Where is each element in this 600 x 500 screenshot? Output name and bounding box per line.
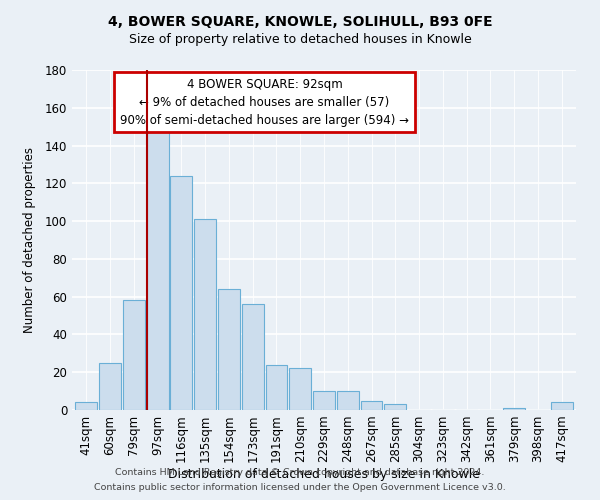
Bar bbox=[146, 130, 169, 410]
Bar bbox=[170, 176, 192, 410]
Bar bbox=[385, 404, 406, 410]
Text: Contains public sector information licensed under the Open Government Licence v3: Contains public sector information licen… bbox=[94, 483, 506, 492]
Text: 4 BOWER SQUARE: 92sqm
← 9% of detached houses are smaller (57)
90% of semi-detac: 4 BOWER SQUARE: 92sqm ← 9% of detached h… bbox=[120, 78, 409, 126]
Y-axis label: Number of detached properties: Number of detached properties bbox=[23, 147, 37, 333]
Text: Contains HM Land Registry data © Crown copyright and database right 2024.: Contains HM Land Registry data © Crown c… bbox=[115, 468, 485, 477]
Bar bbox=[218, 289, 240, 410]
Bar bbox=[76, 402, 97, 410]
Bar bbox=[313, 391, 335, 410]
Bar bbox=[194, 219, 216, 410]
Bar bbox=[361, 400, 382, 410]
Bar bbox=[242, 304, 263, 410]
Bar bbox=[99, 363, 121, 410]
Text: Size of property relative to detached houses in Knowle: Size of property relative to detached ho… bbox=[128, 32, 472, 46]
Bar bbox=[503, 408, 525, 410]
Bar bbox=[266, 364, 287, 410]
X-axis label: Distribution of detached houses by size in Knowle: Distribution of detached houses by size … bbox=[168, 468, 480, 481]
Bar bbox=[337, 391, 359, 410]
Bar bbox=[551, 402, 572, 410]
Bar bbox=[123, 300, 145, 410]
Bar bbox=[289, 368, 311, 410]
Text: 4, BOWER SQUARE, KNOWLE, SOLIHULL, B93 0FE: 4, BOWER SQUARE, KNOWLE, SOLIHULL, B93 0… bbox=[107, 15, 493, 29]
